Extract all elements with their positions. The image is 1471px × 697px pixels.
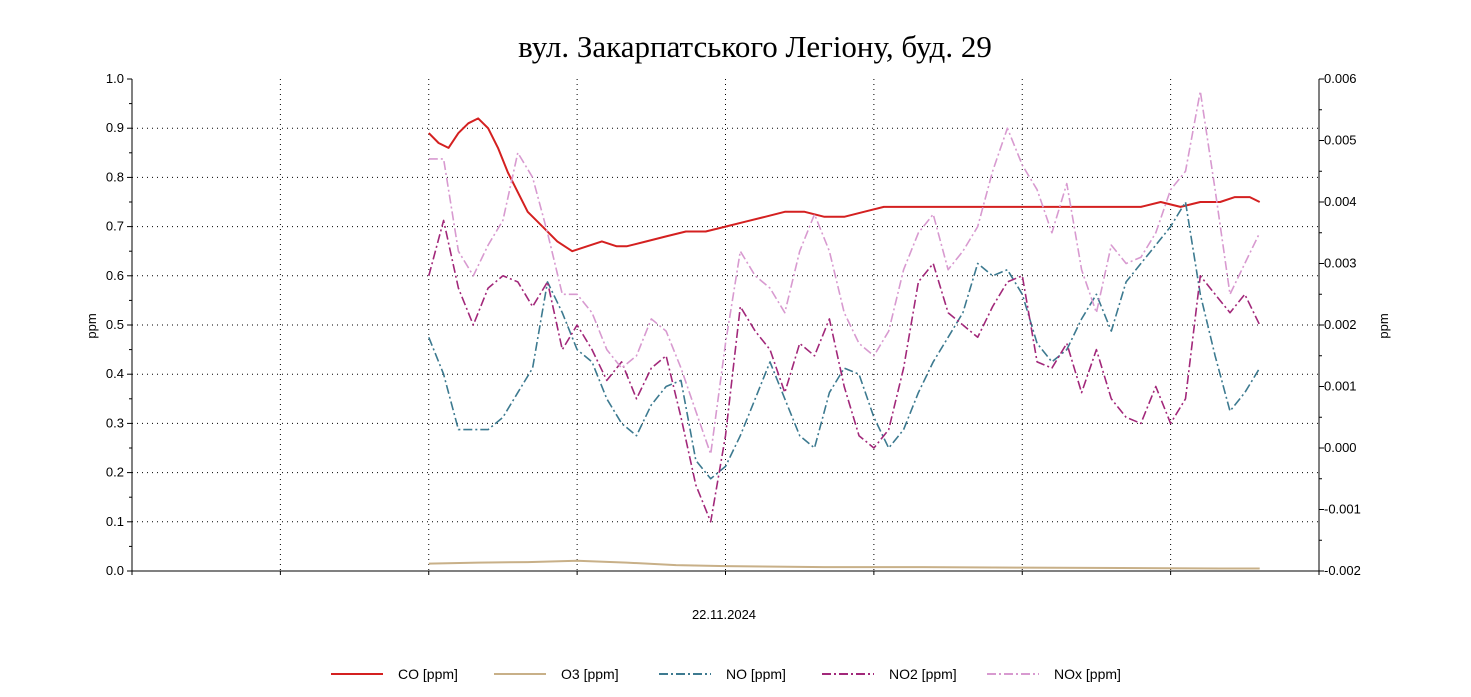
left-tick-label: 0.8	[106, 169, 124, 184]
right-tick-label: 0.001	[1324, 379, 1357, 394]
left-tick-label: 0.5	[106, 317, 124, 332]
legend-label-no: NO [ppm]	[726, 666, 786, 682]
right-tick-label: 0.002	[1324, 317, 1357, 332]
left-tick-label: 0.3	[106, 415, 124, 430]
right-tick-label: 0.005	[1324, 133, 1357, 148]
right-tick-label: -0.001	[1324, 502, 1361, 517]
legend-label-co: CO [ppm]	[398, 666, 458, 682]
chart-title: вул. Закарпатського Легіону, буд. 29	[518, 29, 992, 64]
right-tick-label: 0.006	[1324, 71, 1357, 86]
left-tick-label: 0.0	[106, 563, 124, 578]
left-tick-label: 0.6	[106, 268, 124, 283]
grid	[132, 79, 1319, 571]
left-tick-label: 0.1	[106, 514, 124, 529]
left-y-axis-label: ppm	[84, 313, 99, 338]
left-y-ticks: 0.0 0.1 0.2 0.3 0.4 0.5 0.6 0.7 0.8 0.9 1.0	[106, 71, 132, 578]
right-tick-label: -0.002	[1324, 563, 1361, 578]
right-y-axis-label: ppm	[1376, 313, 1391, 338]
series-o3-line	[428, 559, 1260, 570]
left-tick-label: 0.4	[106, 366, 124, 381]
axes	[131, 79, 1320, 575]
right-tick-label: 0.004	[1324, 194, 1357, 209]
left-tick-label: 0.9	[106, 120, 124, 135]
series-no2-line	[428, 219, 1261, 523]
series-nox-line	[428, 90, 1261, 455]
x-axis-label: 22.11.2024	[692, 607, 756, 622]
left-tick-label: 1.0	[106, 71, 124, 86]
right-y-ticks: -0.002 -0.001 0.000 0.001 0.002 0.003 0.004 0.0…	[1319, 71, 1361, 578]
series-co-line	[428, 117, 1261, 253]
legend: CO [ppm] O3 [ppm] NO [ppm] NO2 [ppm] NOx [pp…	[331, 666, 1121, 682]
left-tick-label: 0.7	[106, 219, 124, 234]
legend-label-nox: NOx [ppm]	[1054, 666, 1121, 682]
series-no-line	[428, 201, 1261, 480]
right-tick-label: 0.000	[1324, 440, 1357, 455]
legend-label-no2: NO2 [ppm]	[889, 666, 957, 682]
right-tick-label: 0.003	[1324, 256, 1357, 271]
left-tick-label: 0.2	[106, 465, 124, 480]
series-layer	[428, 90, 1261, 570]
legend-label-o3: O3 [ppm]	[561, 666, 619, 682]
